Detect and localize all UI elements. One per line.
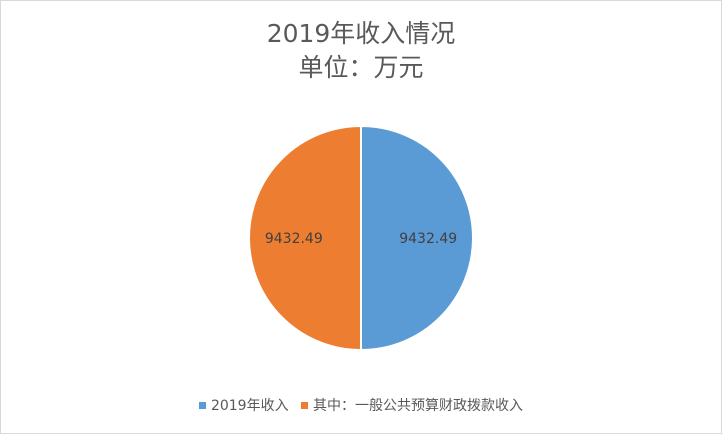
chart-subtitle: 单位：万元 <box>298 53 424 82</box>
legend-item-1: 2019年收入 <box>198 395 289 415</box>
legend-item-2: 其中：一般公共预算财政拨款收入 <box>301 395 523 415</box>
chart-title: 2019年收入情况 <box>266 19 456 48</box>
legend-swatch-2 <box>301 402 309 409</box>
legend: 2019年收入 其中：一般公共预算财政拨款收入 <box>1 395 721 415</box>
data-label-1: 9432.49 <box>399 231 457 247</box>
legend-swatch-1 <box>198 402 206 409</box>
legend-label-2: 其中：一般公共预算财政拨款收入 <box>313 398 524 414</box>
legend-label-1: 2019年收入 <box>210 398 289 414</box>
pie-slice-2 <box>248 124 362 352</box>
pie-slice-1 <box>360 124 474 352</box>
data-label-2: 9432.49 <box>265 231 323 247</box>
